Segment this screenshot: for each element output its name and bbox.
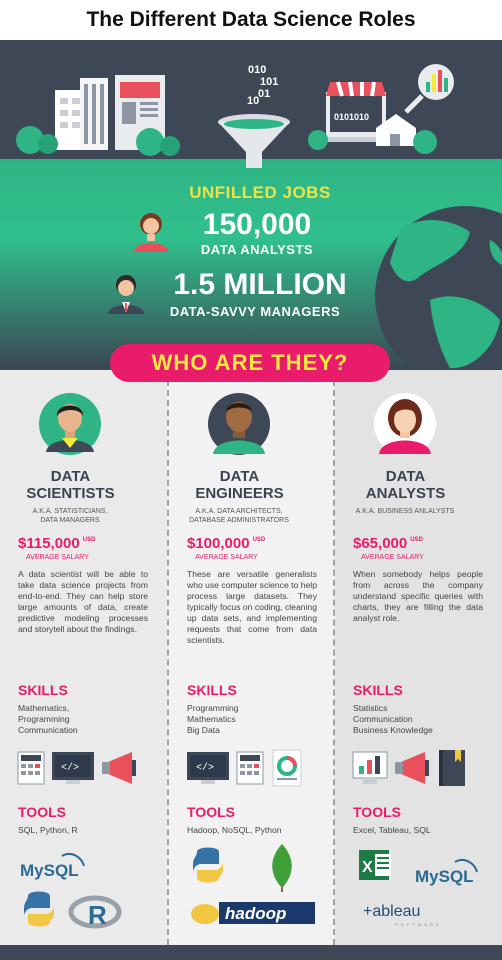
tools-heading: TOOLS — [18, 804, 66, 820]
calculator-icon — [236, 751, 264, 785]
average-salary-label: AVERAGE SALARY — [361, 554, 424, 561]
svg-text:</>: </> — [196, 762, 214, 774]
role-aka: A.K.A. BUSINESS ANLALYSTS — [355, 508, 455, 515]
skill-icons: </> — [187, 749, 302, 787]
svg-text:+ableau: +ableau — [363, 903, 420, 920]
city-buildings-icon — [16, 75, 180, 156]
role-aka: A.K.A. STATISTICIANS, DATA MANAGERS — [32, 508, 108, 524]
tools-list: SQL, Python, R — [18, 825, 78, 835]
who-are-they-banner: WHO ARE THEY? — [110, 344, 390, 382]
svg-text:101: 101 — [260, 76, 278, 88]
unfilled-jobs-label: UNFILLED JOBS — [189, 183, 331, 202]
average-salary-label: AVERAGE SALARY — [195, 554, 258, 561]
tool-logos: MySQL R — [20, 852, 122, 930]
infographic-title: The Different Data Science Roles — [86, 8, 416, 31]
role-name: DATA ANALYSTS — [365, 468, 446, 502]
book-icon — [439, 750, 465, 786]
hero-illustration: 010 101 01 10 0101010 — [16, 64, 502, 370]
skills-list: Programming Mathematics Big Data — [187, 703, 239, 735]
svg-text:MySQL: MySQL — [20, 861, 79, 880]
footer-bar — [0, 945, 502, 960]
svg-text:X: X — [362, 859, 373, 876]
skills-list: Mathematics, Programming Communication — [18, 703, 78, 735]
average-salary-value: $65,000 USD — [353, 535, 423, 552]
svg-text:10: 10 — [247, 95, 259, 107]
managers-label: DATA-SAVVY MANAGERS — [169, 304, 341, 319]
tool-logos: hadoop — [191, 844, 315, 924]
store-laptop-icon: 0101010 — [308, 81, 437, 154]
data-analysts-label: DATA ANALYSTS — [200, 242, 314, 257]
data-analysts-count: 150,000 — [202, 208, 312, 241]
role-description: When somebody helps people from across t… — [353, 569, 483, 623]
mysql-logo: MySQL — [415, 858, 478, 886]
role-description: These are versatile generalists who use … — [187, 569, 317, 645]
magnifier-chart-icon — [404, 64, 454, 114]
who-are-they-text: WHO ARE THEY? — [151, 350, 349, 375]
svg-text:R: R — [88, 900, 107, 930]
svg-text:MySQL: MySQL — [415, 867, 474, 886]
data-analyst-avatar-icon — [374, 393, 436, 455]
tools-heading: TOOLS — [187, 804, 235, 820]
role-name: DATA SCIENTISTS — [26, 468, 115, 502]
report-chart-icon — [272, 749, 302, 787]
tools-list: Excel, Tableau, SQL — [353, 825, 431, 835]
data-funnel-icon: 010 101 01 10 — [218, 64, 290, 168]
svg-text:010: 010 — [248, 64, 266, 76]
role-description: A data scientist will be able to take da… — [18, 569, 148, 634]
skill-icons: </> — [17, 751, 136, 785]
average-salary-value: $115,000 USD — [18, 535, 96, 552]
managers-count: 1.5 MILLION — [173, 268, 347, 301]
svg-text:hadoop: hadoop — [225, 904, 286, 923]
tool-logos: X MySQL +ableau SOFTWARE — [359, 850, 478, 927]
skills-heading: SKILLS — [353, 682, 403, 698]
hero-section: 010 101 01 10 0101010 — [0, 40, 502, 370]
role-name: DATA ENGINEERS — [195, 468, 284, 502]
python-logo — [24, 891, 54, 927]
tools-heading: TOOLS — [353, 804, 401, 820]
r-logo: R — [68, 895, 122, 930]
code-monitor-icon: </> — [52, 752, 94, 784]
calculator-icon — [17, 751, 45, 785]
role-column-data-engineers: DATA ENGINEERS A.K.A. DATA ARCHITECTS, D… — [167, 370, 335, 945]
megaphone-icon — [395, 752, 429, 784]
skill-icons — [352, 750, 465, 786]
role-aka: A.K.A. DATA ARCHITECTS, DATABASE ADMINIS… — [189, 508, 289, 524]
svg-text:01: 01 — [258, 88, 270, 100]
hadoop-logo: hadoop — [191, 902, 315, 924]
mongodb-leaf-logo — [272, 844, 292, 892]
woman-avatar-icon — [134, 213, 168, 252]
svg-text:SOFTWARE: SOFTWARE — [395, 922, 442, 927]
infographic-title-bar: The Different Data Science Roles — [0, 0, 502, 40]
skills-list: Statistics Communication Business Knowledg… — [353, 703, 433, 735]
chart-monitor-icon — [352, 751, 388, 784]
megaphone-icon — [102, 752, 136, 784]
excel-logo: X — [359, 850, 391, 880]
mysql-logo: MySQL — [20, 852, 85, 880]
skills-heading: SKILLS — [18, 682, 68, 698]
python-logo — [193, 847, 223, 883]
data-engineer-avatar-icon — [208, 393, 270, 455]
svg-text:</>: </> — [61, 762, 79, 774]
code-monitor-icon: </> — [187, 752, 229, 784]
role-column-data-analysts: DATA ANALYSTS A.K.A. BUSINESS ANLALYSTS … — [335, 370, 502, 945]
average-salary-label: AVERAGE SALARY — [26, 554, 89, 561]
tableau-logo: +ableau SOFTWARE — [363, 903, 442, 927]
globe-icon — [375, 206, 502, 370]
average-salary-value: $100,000 USD — [187, 535, 266, 552]
tools-list: Hadoop, NoSQL, Python — [187, 825, 282, 835]
data-scientist-avatar-icon — [39, 393, 101, 455]
svg-text:0101010: 0101010 — [334, 112, 369, 122]
skills-heading: SKILLS — [187, 682, 237, 698]
man-avatar-icon — [108, 275, 144, 314]
role-column-data-scientists: DATA SCIENTISTS A.K.A. STATISTICIANS, DA… — [0, 370, 167, 945]
